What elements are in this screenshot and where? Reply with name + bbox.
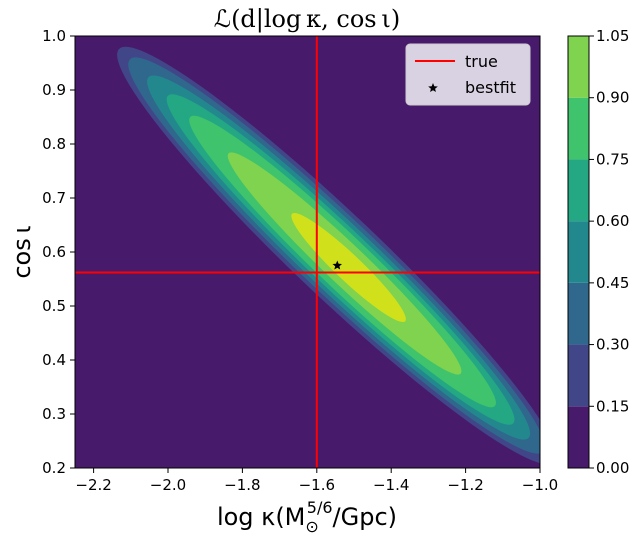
y-tick-label: 0.8: [42, 135, 66, 153]
y-tick-label: 0.2: [42, 459, 66, 477]
x-tick-label: −1.6: [299, 476, 335, 494]
colorbar-tick-label: 0.75: [596, 150, 629, 168]
x-axis-label-unit: /Gpc): [333, 503, 397, 531]
y-tick-label: 0.7: [42, 189, 66, 207]
x-tick-label: −1.4: [373, 476, 409, 494]
x-axis-label-main: log κ(M: [217, 503, 305, 531]
legend-box: [405, 43, 531, 106]
colorbar-segment: [568, 97, 589, 160]
contour-band-7: [291, 212, 406, 323]
y-tick-label: 0.3: [42, 405, 66, 423]
x-tick-label: −1.0: [522, 476, 558, 494]
y-tick-label: 0.6: [42, 243, 66, 261]
x-axis-label-sub: ⊙: [305, 517, 318, 536]
plot-area: [74, 35, 541, 469]
legend-bestfit-label: bestfit: [465, 78, 516, 97]
x-tick-label: −1.2: [447, 476, 483, 494]
x-axis-label: log κ(M⊙5/6/Gpc): [217, 498, 397, 536]
colorbar-segment: [568, 36, 589, 98]
colorbar-tick-label: 0.15: [596, 397, 629, 415]
x-tick-label: −2.2: [75, 476, 111, 494]
x-axis-label-sup: 5/6: [307, 498, 333, 517]
contour-fills: [117, 46, 540, 465]
legend-bestfit-star: [428, 83, 438, 92]
colorbar-segment: [568, 221, 589, 283]
colorbar-tick-label: 0.60: [596, 212, 629, 230]
colorbar-segment: [568, 344, 589, 407]
legend: true bestfit: [405, 43, 531, 106]
colorbar-segment: [568, 282, 589, 345]
y-tick-label: 0.5: [42, 297, 66, 315]
y-axis-label: cos ι: [8, 225, 36, 278]
x-tick-label: −2.0: [150, 476, 186, 494]
colorbar-tick-label: 0.30: [596, 336, 629, 354]
legend-true-label: true: [465, 52, 498, 71]
x-axis-ticks: −2.2 −2.0 −1.8 −1.6 −1.4 −1.2 −1.0: [75, 468, 558, 494]
y-tick-label: 1.0: [42, 27, 66, 45]
y-axis-ticks: 0.2 0.3 0.4 0.5 0.6 0.7 0.8 0.9 1.0: [42, 27, 75, 477]
y-tick-label: 0.9: [42, 81, 66, 99]
colorbar-tick-label: 0.45: [596, 274, 629, 292]
chart-title: ℒ(d|log κ, cos ι): [214, 5, 400, 34]
x-tick-label: −1.8: [224, 476, 260, 494]
colorbar-segment: [568, 159, 589, 222]
colorbar-segment: [568, 406, 589, 468]
colorbar: 0.00 0.15 0.30 0.45 0.60 0.75 0.90 1.05: [567, 27, 629, 477]
colorbar-frame: [567, 35, 590, 469]
y-tick-label: 0.4: [42, 351, 66, 369]
bestfit-star-marker: [332, 260, 342, 270]
colorbar-tick-label: 0.90: [596, 89, 629, 107]
colorbar-tick-label: 1.05: [596, 27, 629, 45]
colorbar-tick-label: 0.00: [596, 459, 629, 477]
